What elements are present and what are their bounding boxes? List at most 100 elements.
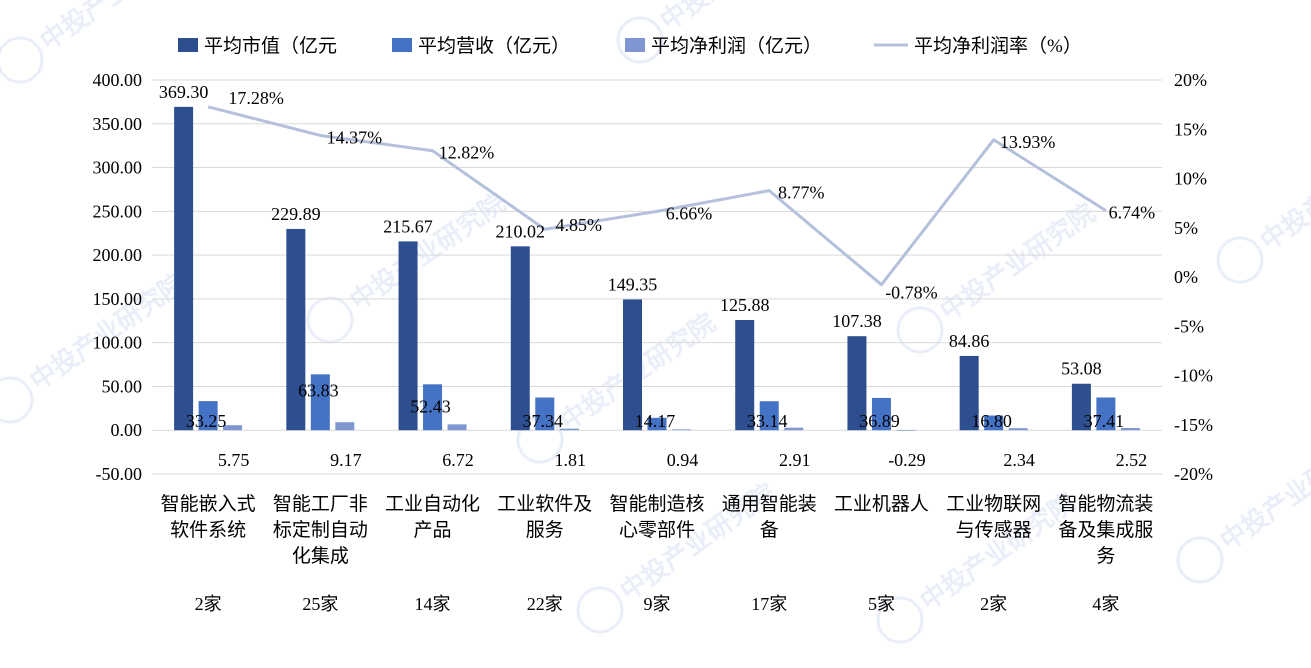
- revenue-label: 14.17: [635, 411, 676, 431]
- market-value-label: 215.67: [383, 216, 433, 236]
- revenue-label: 63.83: [298, 380, 339, 400]
- company-count-label: 9家: [644, 594, 671, 614]
- y-left-tick-label: 200.00: [93, 245, 143, 265]
- legend-item: 平均净利润（亿元）: [625, 35, 822, 57]
- gridlines: [152, 79, 1162, 475]
- x-category-label: 智能嵌入式: [161, 493, 256, 515]
- y-left-tick-label: 100.00: [93, 333, 143, 353]
- profit-margin-label: 6.74%: [1109, 203, 1156, 223]
- y-left-tick-label: 50.00: [102, 376, 143, 396]
- revenue-label: 37.34: [523, 411, 564, 431]
- legend: 平均市值（亿元 平均营收（亿元） 平均净利润（亿元） 平均净利润率（%）: [178, 35, 1082, 57]
- market-value-label: 53.08: [1061, 359, 1102, 379]
- bar-1: [286, 228, 306, 431]
- watermark-text: 中投产业研究院: [1214, 427, 1311, 556]
- y-left-tick-label: 250.00: [93, 201, 143, 221]
- market-value-label: 229.89: [271, 204, 321, 224]
- revenue-label: 52.43: [410, 396, 451, 416]
- company-count-label: 17家: [751, 594, 787, 614]
- x-category-label: 工业自动化: [385, 493, 480, 515]
- market-value-label: 369.30: [159, 82, 209, 102]
- watermark-logo-icon: [0, 36, 44, 84]
- x-category-label: 与传感器: [956, 519, 1032, 541]
- legend-label: 平均净利润率（%）: [914, 35, 1082, 57]
- bar-2: [198, 401, 218, 431]
- profit-margin-label: 4.85%: [556, 215, 603, 235]
- legend-label: 平均营收（亿元）: [418, 35, 570, 57]
- y-left-tick-label: 300.00: [93, 158, 143, 178]
- x-category-label: 产品: [414, 519, 452, 541]
- y-right-tick-label: 5%: [1174, 218, 1198, 238]
- legend-label: 平均净利润（亿元）: [651, 35, 822, 57]
- profit-margin-label: -0.78%: [885, 283, 938, 303]
- market-value-label: 107.38: [832, 311, 882, 331]
- y-right-tick-label: 15%: [1174, 119, 1207, 139]
- watermark: 中投产业研究院: [896, 197, 1101, 354]
- company-count-label: 2家: [195, 594, 222, 614]
- bar-2: [871, 397, 891, 431]
- y-right-tick-label: 0%: [1174, 267, 1198, 287]
- watermark-logo-icon: [1216, 236, 1264, 284]
- company-count-label: 22家: [527, 594, 563, 614]
- watermark-logo-icon: [616, 16, 664, 64]
- watermark-text: 中投产业研究院: [34, 0, 200, 56]
- x-category-label: 心零部件: [619, 519, 695, 541]
- profit-margin-label: 13.93%: [1000, 132, 1056, 152]
- bar-1: [623, 299, 642, 431]
- market-value-label: 149.35: [608, 274, 658, 294]
- y-right-tick-label: -5%: [1174, 316, 1204, 336]
- revenue-label: 33.14: [747, 411, 788, 431]
- x-category-label: 智能物流装: [1058, 493, 1153, 515]
- watermark-text: 中投产业研究院: [934, 197, 1100, 326]
- bar-2: [423, 384, 443, 431]
- bar-1: [847, 336, 867, 431]
- y-right-tick-label: -15%: [1174, 415, 1213, 435]
- company-count-label: 5家: [868, 594, 895, 614]
- profit-margin-label: 8.77%: [778, 183, 825, 203]
- x-category-label: 智能工厂非: [273, 493, 368, 515]
- market-value-label: 84.86: [949, 331, 990, 351]
- legend-label: 平均市值（亿元: [204, 35, 337, 57]
- watermark-logo-icon: [876, 596, 924, 644]
- profit-margin-label: 6.66%: [666, 203, 713, 223]
- market-value-label: 210.02: [496, 221, 546, 241]
- bar-2: [647, 417, 667, 431]
- x-category-label: 备及集成服: [1058, 519, 1153, 541]
- y-right-tick-label: 20%: [1174, 70, 1207, 90]
- watermark-logo-icon: [1176, 536, 1224, 584]
- net-profit-label: 5.75: [218, 450, 250, 470]
- net-profit-label: 9.17: [330, 450, 362, 470]
- x-category-label: 服务: [526, 519, 564, 541]
- watermark-text: 中投产业研究院: [1254, 127, 1311, 256]
- net-profit-label: 0.94: [667, 450, 699, 470]
- bar-3: [784, 427, 804, 431]
- bar-marks: [174, 106, 1140, 431]
- watermark-logo-icon: [0, 376, 34, 424]
- bar-2: [759, 401, 779, 431]
- profit-margin-label: 17.28%: [228, 88, 284, 108]
- bar-1: [959, 355, 979, 431]
- x-category-label: 工业物联网: [946, 493, 1041, 515]
- x-category-label: 务: [1096, 545, 1115, 567]
- revenue-label: 33.25: [186, 411, 227, 431]
- bar-3: [1120, 428, 1140, 431]
- profit-margin-label: 14.37%: [327, 127, 383, 147]
- company-count-label: 2家: [980, 594, 1007, 614]
- bar-3: [1008, 428, 1028, 431]
- y-left-tick-label: -50.00: [96, 464, 143, 484]
- bar-3: [335, 422, 355, 431]
- watermark-text: 中投产业研究院: [344, 187, 510, 316]
- company-count-label: 14家: [415, 594, 451, 614]
- profit-margin-label: 12.82%: [439, 143, 495, 163]
- data-labels: 369.30 229.89 215.67 210.02 149.35 125.88 107.…: [159, 82, 1155, 470]
- legend-swatch: [392, 38, 412, 52]
- y-left-tick-label: 350.00: [93, 114, 143, 134]
- net-profit-label: 1.81: [555, 450, 587, 470]
- x-category-label: 通用智能装: [722, 493, 817, 515]
- company-count-label: 4家: [1092, 594, 1119, 614]
- x-category-label: 智能制造核: [609, 493, 704, 515]
- x-category-label: 标定制自动: [273, 519, 368, 541]
- bar-3: [559, 428, 579, 431]
- watermark: 中投产业研究院: [1176, 427, 1311, 584]
